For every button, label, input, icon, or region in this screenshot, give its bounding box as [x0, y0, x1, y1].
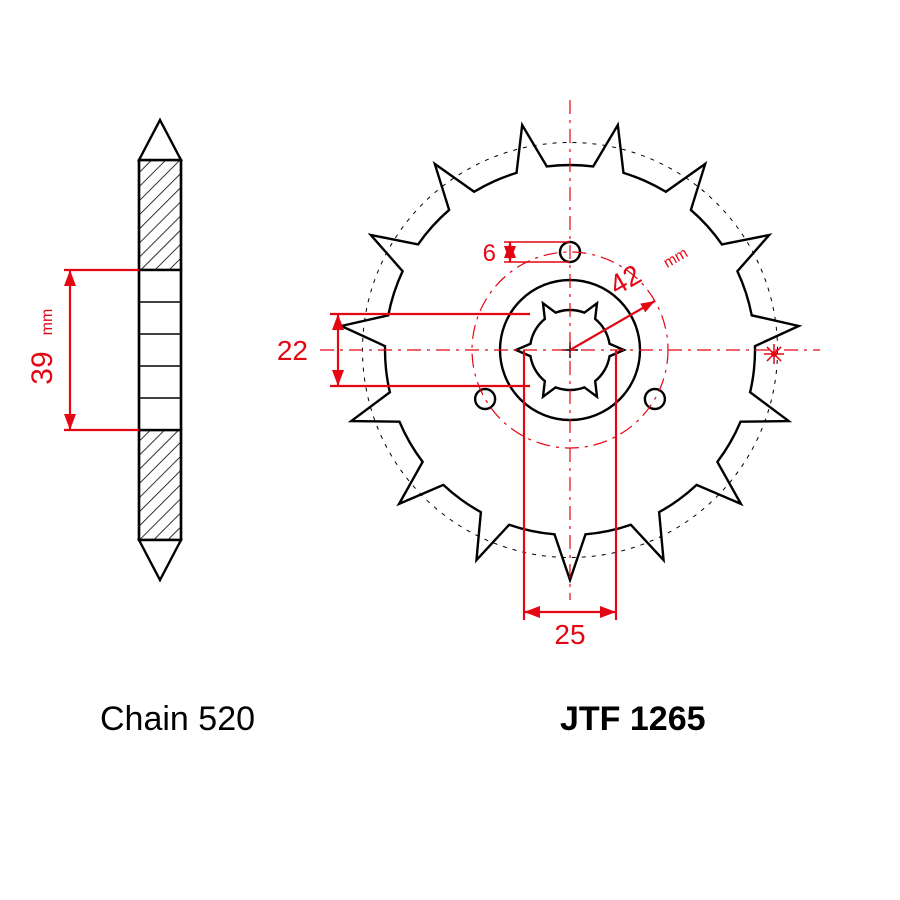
technical-drawing: { "part_number": "JTF 1265", "chain_labe… [0, 0, 900, 900]
chain-label: Chain 520 [100, 700, 255, 739]
svg-text:6: 6 [483, 240, 496, 267]
side-view: 39 mm [26, 120, 181, 580]
drawing-svg: 39mm 42mm22625 [0, 0, 900, 900]
svg-text:25: 25 [554, 619, 585, 650]
part-number: JTF 1265 [560, 700, 706, 739]
svg-text:mm: mm [39, 309, 56, 336]
svg-text:22: 22 [277, 335, 308, 366]
svg-text:39: 39 [26, 351, 59, 384]
